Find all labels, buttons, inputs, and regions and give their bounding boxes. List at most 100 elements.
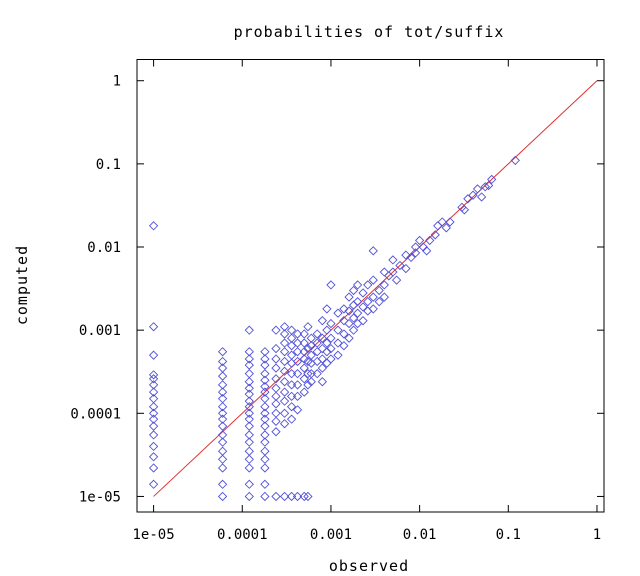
data-point — [326, 333, 336, 343]
data-point — [312, 329, 322, 339]
data-point — [286, 391, 297, 401]
data-point — [388, 255, 398, 265]
data-point — [244, 396, 254, 406]
reference-line — [153, 80, 598, 497]
data-point — [148, 463, 159, 473]
data-point — [312, 368, 322, 379]
data-point — [358, 316, 368, 326]
data-point — [279, 396, 290, 406]
data-point — [244, 421, 254, 431]
data-point — [260, 421, 270, 431]
data-point — [279, 491, 290, 502]
data-point — [480, 182, 490, 192]
data-point — [217, 430, 228, 440]
data-point — [244, 437, 254, 447]
data-point — [271, 343, 281, 354]
data-point — [368, 304, 378, 314]
data-point — [260, 479, 270, 489]
data-point — [279, 408, 290, 418]
data-point — [148, 221, 159, 231]
data-point — [422, 246, 432, 256]
data-point — [322, 325, 332, 335]
data-point — [368, 292, 378, 302]
data-point — [260, 454, 270, 464]
data-point — [244, 360, 254, 370]
data-point — [317, 354, 327, 364]
data-point — [401, 250, 411, 260]
data-point — [306, 377, 316, 387]
data-point — [279, 377, 290, 387]
data-point — [299, 329, 309, 339]
data-point — [358, 302, 368, 312]
data-point — [279, 419, 290, 429]
data-point — [391, 275, 402, 285]
data-point — [148, 370, 159, 380]
data-point — [339, 304, 349, 314]
data-point — [353, 280, 363, 290]
data-point — [217, 371, 228, 381]
data-point — [353, 297, 363, 307]
data-point — [368, 246, 378, 256]
data-point — [244, 368, 254, 379]
data-point — [317, 343, 327, 354]
y-tick-label: 1 — [113, 74, 121, 90]
data-point — [244, 325, 254, 335]
data-point — [317, 377, 327, 387]
data-point — [344, 318, 354, 329]
data-point — [303, 491, 313, 502]
data-point — [279, 347, 290, 357]
x-tick-label: 0.001 — [310, 527, 352, 543]
data-point — [312, 338, 322, 348]
data-point — [414, 235, 425, 246]
data-point — [374, 285, 384, 296]
data-point — [425, 235, 435, 246]
data-point — [260, 368, 270, 379]
data-point — [322, 304, 332, 314]
data-point — [410, 248, 421, 258]
data-point — [437, 217, 447, 227]
data-point — [333, 350, 343, 360]
chart-title: probabilities of tot/suffix — [234, 23, 505, 41]
data-point — [217, 437, 228, 447]
data-point — [487, 174, 497, 185]
data-point — [271, 427, 281, 437]
data-point — [303, 368, 313, 379]
x-tick-label: 0.1 — [496, 527, 521, 543]
data-point — [292, 368, 303, 379]
data-points — [148, 155, 520, 502]
data-point — [217, 387, 228, 397]
y-axis-label: computed — [13, 245, 31, 325]
data-point — [379, 292, 389, 302]
data-point — [322, 347, 332, 357]
data-point — [148, 374, 159, 384]
x-tick-label: 0.01 — [403, 527, 437, 543]
data-point — [217, 408, 228, 418]
data-point — [292, 405, 303, 415]
data-point — [260, 463, 270, 473]
data-point — [299, 363, 309, 373]
data-point — [292, 338, 303, 348]
data-point — [333, 325, 343, 335]
data-point — [374, 297, 384, 307]
data-point — [148, 452, 159, 462]
data-point — [148, 350, 159, 360]
data-point — [279, 366, 290, 376]
data-point — [271, 374, 281, 384]
data-point — [244, 430, 254, 440]
data-point — [326, 343, 336, 354]
data-point — [217, 479, 228, 489]
data-point — [148, 322, 159, 332]
data-point — [260, 491, 270, 502]
data-point — [217, 414, 228, 424]
data-point — [358, 288, 368, 298]
data-point — [299, 338, 309, 348]
data-point — [348, 325, 359, 335]
data-point — [148, 421, 159, 431]
data-point — [326, 354, 336, 364]
data-point — [260, 402, 270, 412]
data-point — [286, 414, 297, 424]
data-point — [472, 184, 483, 194]
data-point — [292, 356, 303, 367]
data-point — [410, 242, 421, 252]
